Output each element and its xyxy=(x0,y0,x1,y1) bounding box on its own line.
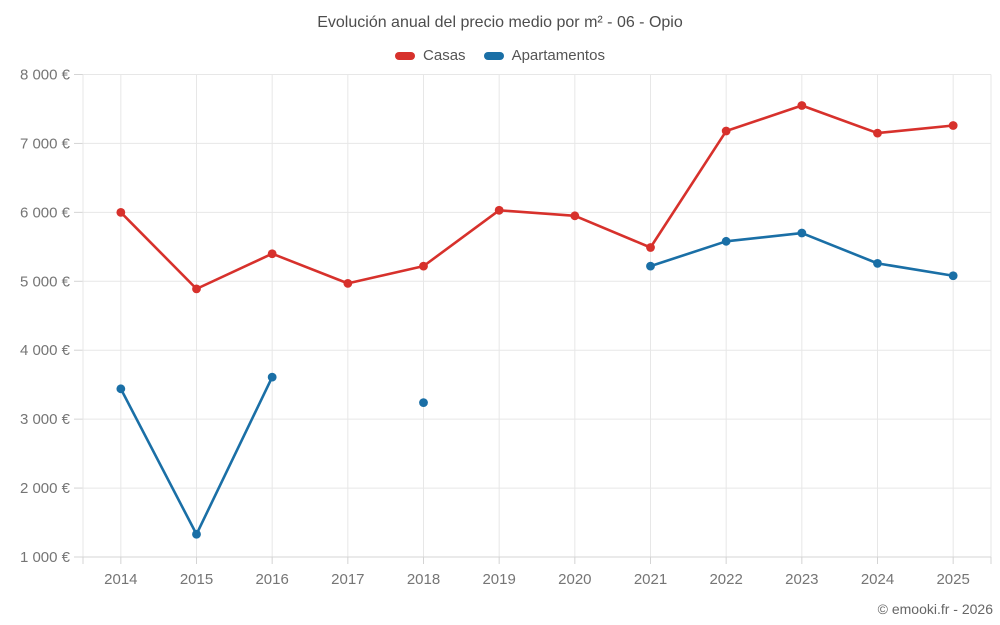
attribution-text: © emooki.fr - 2026 xyxy=(877,601,993,617)
x-tick-label: 2018 xyxy=(407,571,440,588)
series-point-casas xyxy=(721,126,731,136)
series-point-casas xyxy=(873,128,882,138)
y-tick-label: 5 000 € xyxy=(20,273,71,290)
series-point-casas xyxy=(343,278,353,288)
series-point-casas xyxy=(116,207,126,217)
x-tick-label: 2023 xyxy=(785,571,818,588)
y-tick-label: 4 000 € xyxy=(20,342,71,359)
legend-item-apartamentos[interactable]: Apartamentos xyxy=(483,47,605,64)
series-point-casas xyxy=(948,121,958,130)
x-tick-label: 2022 xyxy=(709,571,742,588)
series-point-casas xyxy=(797,101,807,110)
legend-label-apartamentos: Apartamentos xyxy=(511,47,605,64)
x-tick-label: 2016 xyxy=(255,571,288,588)
y-tick-label: 8 000 € xyxy=(20,67,71,84)
series-point-apartamentos xyxy=(116,384,126,394)
legend-label-casas: Casas xyxy=(423,47,466,64)
x-tick-label: 2019 xyxy=(482,571,515,588)
y-tick-label: 6 000 € xyxy=(20,204,71,221)
series-point-casas xyxy=(192,284,201,294)
series-point-apartamentos xyxy=(646,261,655,271)
x-tick-label: 2020 xyxy=(558,571,591,588)
x-tick-label: 2015 xyxy=(180,571,213,588)
series-point-casas xyxy=(419,261,428,271)
y-tick-label: 7 000 € xyxy=(20,135,71,152)
series-point-apartamentos xyxy=(721,236,731,246)
x-tick-label: 2024 xyxy=(861,571,894,588)
x-tick-label: 2025 xyxy=(936,571,969,588)
series-point-casas xyxy=(494,205,504,215)
series-point-casas xyxy=(267,249,277,259)
series-point-casas xyxy=(646,243,655,252)
legend-item-casas[interactable]: Casas xyxy=(395,47,466,64)
apartamentos-swatch-icon xyxy=(483,51,504,60)
series-point-apartamentos xyxy=(419,398,428,407)
series-point-casas xyxy=(570,211,580,221)
casas-swatch-icon xyxy=(395,51,416,60)
series-point-apartamentos xyxy=(948,271,958,281)
series-point-apartamentos xyxy=(192,529,201,539)
series-point-apartamentos xyxy=(873,258,882,268)
x-tick-label: 2021 xyxy=(634,571,667,588)
y-tick-label: 3 000 € xyxy=(20,411,71,428)
series-point-apartamentos xyxy=(797,228,807,238)
y-tick-label: 1 000 € xyxy=(20,549,71,566)
chart-legend: Casas Apartamentos xyxy=(0,47,1000,64)
series-line-casas xyxy=(119,104,955,291)
y-tick-label: 2 000 € xyxy=(20,480,71,497)
series-point-apartamentos xyxy=(267,372,277,382)
x-tick-label: 2014 xyxy=(104,571,137,588)
x-tick-label: 2017 xyxy=(331,571,364,588)
chart-title: Evolución anual del precio medio por m² … xyxy=(317,14,683,31)
